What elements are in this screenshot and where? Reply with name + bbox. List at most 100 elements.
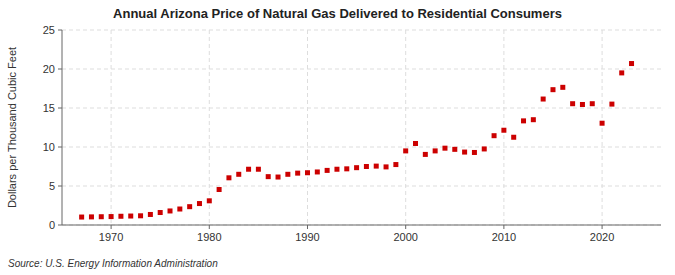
data-point bbox=[364, 164, 369, 169]
data-point bbox=[197, 201, 202, 206]
data-point bbox=[285, 172, 290, 177]
data-point bbox=[138, 213, 143, 218]
y-axis-label: Dollars per Thousand Cubic Feet bbox=[6, 47, 18, 208]
data-point bbox=[89, 214, 94, 219]
y-tick bbox=[58, 147, 62, 148]
data-point bbox=[501, 128, 506, 133]
data-point bbox=[118, 214, 123, 219]
data-point bbox=[158, 210, 163, 215]
data-point bbox=[374, 164, 379, 169]
grid-line-y bbox=[62, 225, 661, 226]
y-axis-line bbox=[62, 30, 63, 225]
data-point bbox=[295, 171, 300, 176]
y-tick-label: 10 bbox=[43, 141, 55, 153]
x-tick-label: 1990 bbox=[295, 231, 319, 243]
x-tick-label: 1970 bbox=[99, 231, 123, 243]
y-tick-label: 15 bbox=[43, 102, 55, 114]
grid-line-x bbox=[209, 30, 210, 225]
x-tick bbox=[405, 225, 406, 229]
x-tick bbox=[111, 225, 112, 229]
data-point bbox=[531, 117, 536, 122]
data-point bbox=[462, 150, 467, 155]
data-point bbox=[128, 214, 133, 219]
data-point bbox=[226, 175, 231, 180]
data-point bbox=[423, 152, 428, 157]
grid-line-x bbox=[405, 30, 406, 225]
data-point bbox=[344, 166, 349, 171]
data-point bbox=[442, 146, 447, 151]
grid-line-y bbox=[62, 147, 661, 148]
data-point bbox=[187, 204, 192, 209]
x-tick bbox=[307, 225, 308, 229]
grid-line-x bbox=[602, 30, 603, 225]
chart-title: Annual Arizona Price of Natural Gas Deli… bbox=[113, 6, 562, 21]
data-point bbox=[246, 167, 251, 172]
x-tick bbox=[209, 225, 210, 229]
data-point bbox=[580, 102, 585, 107]
y-tick bbox=[58, 108, 62, 109]
chart-container: 1970198019902000201020200510152025Dollar… bbox=[0, 0, 675, 275]
y-tick bbox=[58, 69, 62, 70]
data-point bbox=[79, 215, 84, 220]
source-annotation: Source: U.S. Energy Information Administ… bbox=[8, 258, 218, 269]
chart-svg: 1970198019902000201020200510152025Dollar… bbox=[0, 0, 675, 275]
x-tick bbox=[602, 225, 603, 229]
data-point bbox=[570, 101, 575, 106]
grid-line-y bbox=[62, 30, 661, 31]
data-point bbox=[472, 150, 477, 155]
grid-line-x bbox=[307, 30, 308, 225]
data-point bbox=[148, 212, 153, 217]
data-point bbox=[550, 87, 555, 92]
data-point bbox=[217, 187, 222, 192]
grid-line-y bbox=[62, 186, 661, 187]
data-point bbox=[403, 148, 408, 153]
grid-line-x bbox=[111, 30, 112, 225]
data-point bbox=[315, 169, 320, 174]
data-point bbox=[541, 97, 546, 102]
data-point bbox=[177, 207, 182, 212]
data-point bbox=[168, 208, 173, 213]
data-point bbox=[511, 135, 516, 140]
data-point bbox=[413, 141, 418, 146]
data-point bbox=[276, 175, 281, 180]
data-point bbox=[266, 174, 271, 179]
grid-line-x bbox=[503, 30, 504, 225]
y-tick bbox=[58, 30, 62, 31]
data-point bbox=[619, 70, 624, 75]
data-point bbox=[521, 118, 526, 123]
grid-line-y bbox=[62, 108, 661, 109]
x-tick-label: 2010 bbox=[492, 231, 516, 243]
grid-line-y bbox=[62, 69, 661, 70]
data-point bbox=[609, 102, 614, 107]
data-point bbox=[334, 167, 339, 172]
y-tick-label: 0 bbox=[49, 219, 55, 231]
data-point bbox=[325, 168, 330, 173]
data-point bbox=[452, 147, 457, 152]
x-tick bbox=[503, 225, 504, 229]
data-point bbox=[560, 85, 565, 90]
data-point bbox=[99, 214, 104, 219]
data-point bbox=[354, 165, 359, 170]
data-point bbox=[492, 133, 497, 138]
data-point bbox=[109, 214, 114, 219]
x-tick-label: 2020 bbox=[590, 231, 614, 243]
y-tick-label: 5 bbox=[49, 180, 55, 192]
data-point bbox=[600, 121, 605, 126]
data-point bbox=[256, 167, 261, 172]
axes: 1970198019902000201020200510152025 bbox=[43, 24, 661, 243]
data-point bbox=[433, 148, 438, 153]
grid bbox=[62, 30, 661, 225]
data-point bbox=[207, 198, 212, 203]
y-tick bbox=[58, 186, 62, 187]
data-marks bbox=[79, 61, 634, 220]
x-tick-label: 2000 bbox=[393, 231, 417, 243]
data-point bbox=[629, 61, 634, 66]
x-tick-label: 1980 bbox=[197, 231, 221, 243]
data-point bbox=[305, 170, 310, 175]
data-point bbox=[384, 164, 389, 169]
data-point bbox=[590, 101, 595, 106]
data-point bbox=[236, 172, 241, 177]
data-point bbox=[393, 162, 398, 167]
y-tick bbox=[58, 225, 62, 226]
y-tick-label: 20 bbox=[43, 63, 55, 75]
